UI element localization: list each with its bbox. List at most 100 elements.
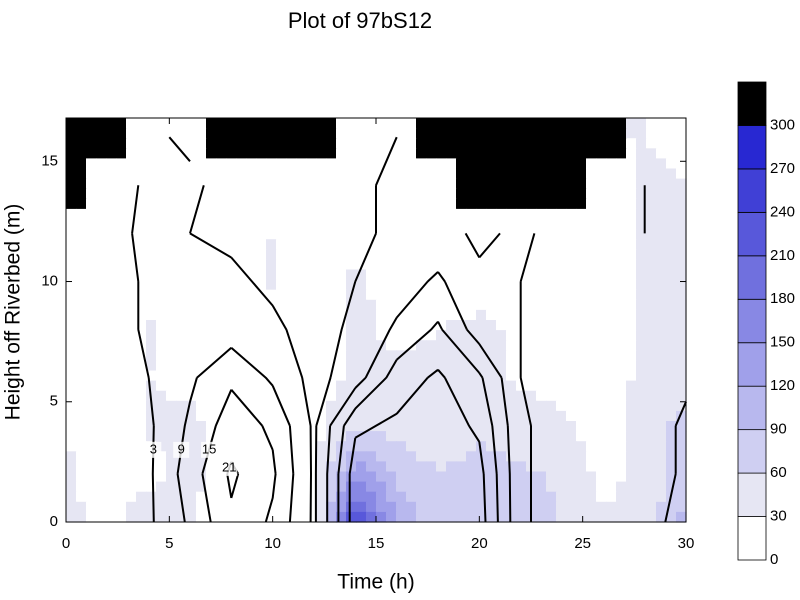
contour-cell (166, 239, 177, 250)
contour-cell (96, 441, 107, 452)
contour-cell (216, 410, 227, 422)
contour-cell (276, 451, 287, 462)
contour-cell (426, 380, 437, 392)
contour-cell (396, 239, 407, 250)
contour-cell (486, 471, 497, 483)
contour-cell (356, 158, 367, 170)
contour-cell (626, 148, 637, 159)
contour-cell (416, 370, 427, 382)
contour-cell (586, 148, 597, 159)
contour-cell (66, 380, 77, 392)
contour-cell (246, 431, 257, 442)
contour-cell (126, 441, 137, 452)
contour-cell (646, 340, 657, 351)
contour-cell (416, 178, 427, 190)
contour-cell (226, 400, 237, 412)
contour-cell (156, 400, 167, 412)
contour-cell (346, 441, 357, 452)
contour-cell (386, 350, 397, 361)
contour-cell (326, 511, 337, 523)
contour-cell (226, 330, 237, 341)
contour-cell (316, 208, 327, 220)
contour-cell (206, 208, 217, 220)
contour-cell (396, 138, 407, 149)
contour-cell (506, 158, 517, 170)
contour-cell (296, 178, 307, 190)
contour-cell (566, 148, 577, 159)
contour-cell (196, 410, 207, 422)
contour-cell (376, 451, 387, 462)
contour-cell (566, 451, 577, 462)
contour-cell (456, 269, 467, 281)
contour-cell (546, 269, 557, 281)
contour-cell (626, 208, 637, 220)
contour-cell (156, 148, 167, 159)
contour-cell (606, 239, 617, 250)
contour-cell (126, 158, 137, 170)
x-axis-label: Time (h) (337, 571, 414, 594)
contour-cell (306, 289, 317, 301)
contour-cell (346, 340, 357, 351)
contour-cell (206, 128, 217, 139)
contour-cell (556, 158, 567, 170)
contour-cell (146, 269, 157, 281)
contour-cell (66, 340, 77, 351)
contour-cell (266, 168, 277, 180)
contour-cell (396, 461, 407, 473)
contour-cell (226, 229, 237, 240)
contour-cell (256, 511, 267, 523)
contour-cell (516, 259, 527, 271)
contour-cell (146, 511, 157, 523)
contour-cell (586, 330, 597, 341)
contour-cell (76, 259, 87, 271)
contour-cell (606, 360, 617, 372)
contour-cell (346, 370, 357, 382)
contour-cell (356, 279, 367, 291)
contour-cell (166, 309, 177, 321)
contour-cell (326, 340, 337, 351)
contour-cell (406, 269, 417, 281)
contour-cell (396, 128, 407, 139)
contour-cell (666, 340, 677, 351)
contour-cell (606, 421, 617, 432)
contour-cell (606, 158, 617, 170)
contour-cell (126, 410, 137, 422)
contour-cell (146, 239, 157, 250)
contour-cell (596, 380, 607, 392)
contour-cell (626, 471, 637, 483)
contour-cell (436, 511, 447, 523)
contour-cell (586, 279, 597, 291)
contour-cell (336, 471, 347, 483)
contour-cell (66, 491, 77, 503)
contour-cell (626, 309, 637, 321)
contour-cell (516, 138, 527, 149)
contour-cell (536, 340, 547, 351)
contour-cell (206, 511, 217, 523)
contour-cell (176, 239, 187, 250)
contour-cell (596, 390, 607, 402)
contour-cell (266, 360, 277, 372)
contour-cell (186, 491, 197, 503)
contour-cell (626, 128, 637, 139)
contour-cell (556, 390, 567, 402)
contour-cell (466, 208, 477, 220)
contour-cell (506, 188, 517, 200)
contour-cell (506, 501, 517, 513)
contour-cell (406, 481, 417, 493)
contour-cell (126, 481, 137, 493)
contour-cell (636, 198, 647, 210)
contour-cell (356, 360, 367, 372)
contour-cell (376, 239, 387, 250)
contour-cell (196, 198, 207, 210)
contour-cell (546, 229, 557, 240)
contour-cell (406, 168, 417, 180)
contour-cell (606, 219, 617, 230)
contour-cell (186, 350, 197, 361)
contour-cell (586, 269, 597, 281)
contour-cell (326, 320, 337, 331)
contour-cell (536, 330, 547, 341)
contour-cell (296, 148, 307, 159)
contour-cell (76, 198, 87, 210)
contour-cell (546, 441, 557, 452)
